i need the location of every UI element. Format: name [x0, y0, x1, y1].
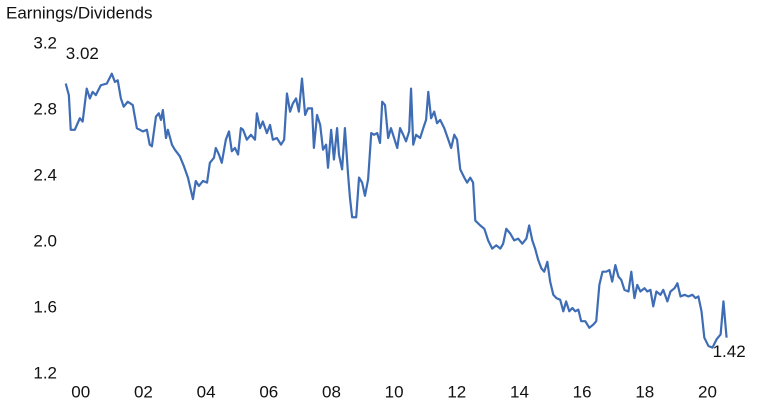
x-tick-label: 08 [322, 382, 341, 401]
x-tick-label: 10 [385, 382, 404, 401]
y-tick-label: 2.0 [33, 231, 57, 250]
line-series [64, 72, 728, 349]
y-tick-label: 2.4 [33, 165, 57, 184]
annotation: 3.02 [66, 44, 99, 63]
x-tick-label: 06 [259, 382, 278, 401]
x-tick-label: 12 [447, 382, 466, 401]
x-tick-label: 02 [134, 382, 153, 401]
x-tick-label: 16 [573, 382, 592, 401]
y-tick-label: 3.2 [33, 33, 57, 52]
y-axis-title: Earnings/Dividends [6, 3, 152, 22]
x-tick-label: 04 [197, 382, 216, 401]
x-tick-label: 14 [510, 382, 529, 401]
x-tick-label: 00 [71, 382, 90, 401]
y-tick-label: 2.8 [33, 99, 57, 118]
y-tick-label: 1.2 [33, 363, 57, 382]
y-tick-label: 1.6 [33, 297, 57, 316]
annotation: 1.42 [713, 342, 746, 361]
x-tick-label: 20 [698, 382, 717, 401]
x-tick-label: 18 [635, 382, 654, 401]
